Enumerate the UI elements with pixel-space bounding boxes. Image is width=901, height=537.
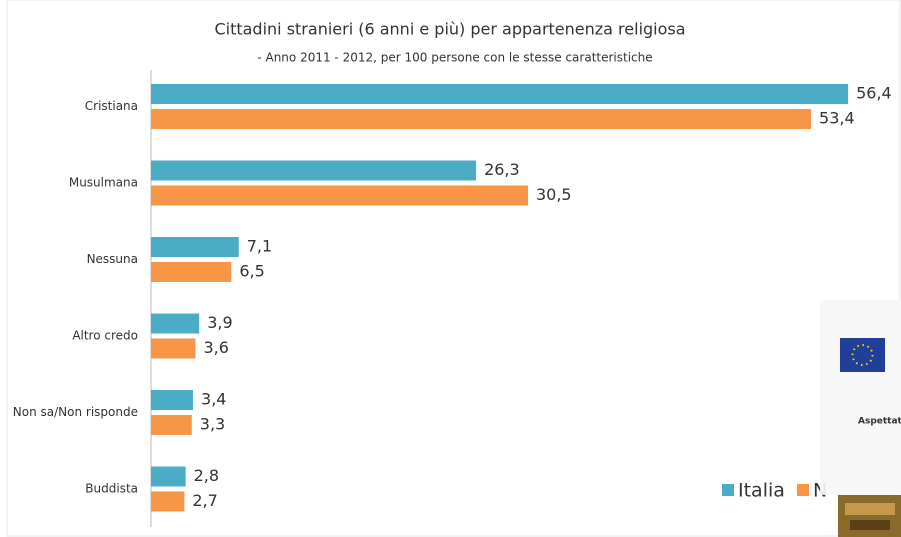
value-label: 26,3 — [484, 160, 520, 179]
legend-swatch — [722, 484, 734, 496]
value-label: 56,4 — [856, 84, 892, 103]
overlay-photo-detail — [845, 503, 895, 515]
bar — [151, 339, 195, 359]
bar — [151, 390, 193, 410]
value-label: 7,1 — [247, 237, 272, 256]
chart-subtitle: - Anno 2011 - 2012, per 100 persone con … — [257, 51, 652, 65]
overlay-text: Aspettativ — [858, 417, 901, 427]
value-label: 3,4 — [201, 390, 226, 409]
overlay-photo-detail — [850, 520, 890, 530]
bar — [151, 84, 848, 104]
legend-swatch — [797, 484, 809, 496]
overlay-photo — [838, 495, 901, 537]
value-label: 3,6 — [203, 338, 228, 357]
eu-flag — [840, 338, 885, 372]
value-label: 3,3 — [200, 415, 225, 434]
bar — [151, 161, 476, 181]
bar — [151, 415, 192, 435]
y-tick-label: Non sa/Non risponde — [13, 405, 138, 419]
legend-label: Italia — [738, 480, 785, 502]
value-label: 2,7 — [192, 491, 217, 510]
bar — [151, 314, 199, 334]
value-label: 30,5 — [536, 185, 572, 204]
y-tick-label: Cristiana — [85, 99, 138, 113]
bar — [151, 109, 811, 129]
bar — [151, 186, 528, 206]
overlay-panel — [820, 300, 901, 495]
value-label: 6,5 — [239, 262, 264, 281]
bar — [151, 467, 186, 487]
bar — [151, 237, 239, 257]
y-tick-label: Nessuna — [87, 252, 138, 266]
y-tick-label: Buddista — [85, 482, 138, 496]
y-tick-label: Musulmana — [69, 176, 138, 190]
chart: Cittadini stranieri (6 anni e più) per a… — [0, 0, 901, 537]
value-label: 53,4 — [819, 109, 855, 128]
chart-title: Cittadini stranieri (6 anni e più) per a… — [214, 20, 685, 39]
value-label: 2,8 — [194, 466, 219, 485]
value-label: 3,9 — [207, 313, 232, 332]
y-tick-label: Altro credo — [72, 329, 138, 343]
bar — [151, 262, 231, 282]
frame — [7, 0, 900, 536]
bar — [151, 492, 184, 512]
